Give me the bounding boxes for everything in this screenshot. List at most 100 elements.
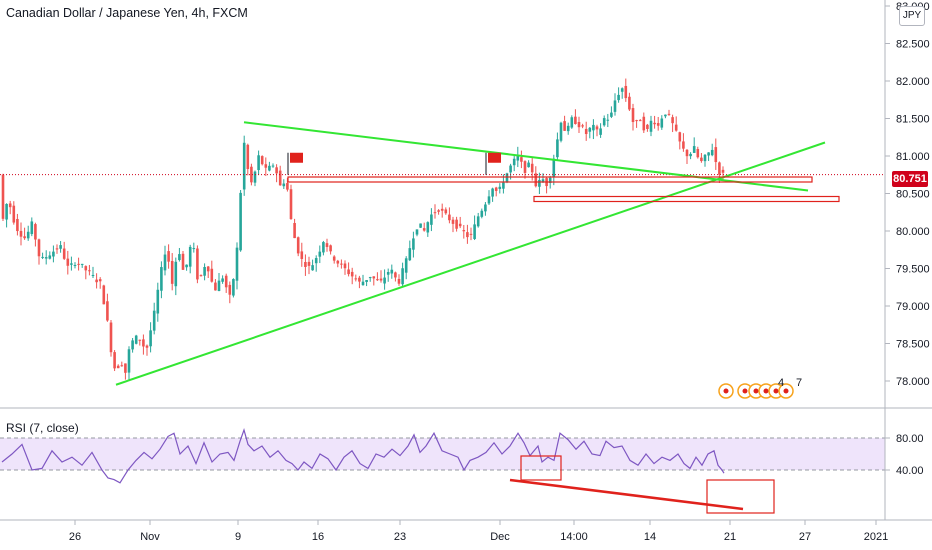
rsi-tick-label: 80.00 xyxy=(896,433,924,445)
candle-body xyxy=(437,210,440,212)
candle-body xyxy=(422,228,426,231)
candle-body xyxy=(394,272,397,278)
price-tick-label: 82.500 xyxy=(896,39,930,51)
candle-body xyxy=(365,279,368,283)
event-label: 4 xyxy=(778,377,784,389)
price-tick-label: 81.000 xyxy=(896,151,930,163)
time-tick-label: 2021 xyxy=(864,531,888,543)
candle-body xyxy=(264,164,268,168)
candle-body xyxy=(556,139,559,158)
candle-body xyxy=(257,155,260,171)
candle-body xyxy=(30,221,34,235)
candle-body xyxy=(70,263,73,265)
candle-body xyxy=(599,128,602,135)
candle-body xyxy=(293,222,296,239)
event-label: 7 xyxy=(796,377,802,389)
candle-body xyxy=(674,124,678,131)
candle-body xyxy=(610,112,613,117)
rsi-highlight-box xyxy=(520,455,562,481)
candle-body xyxy=(152,310,156,331)
candle-body xyxy=(196,248,199,280)
candle-body xyxy=(538,179,541,187)
candle-body xyxy=(286,183,289,190)
candle-body xyxy=(62,248,66,259)
candle-body xyxy=(714,147,718,163)
candle-body xyxy=(412,238,415,250)
currency-button[interactable]: JPY xyxy=(899,6,925,26)
candle-body xyxy=(696,148,700,158)
candle-body xyxy=(376,279,379,281)
candle-body xyxy=(235,247,239,281)
price-tick-label: 79.500 xyxy=(896,264,930,276)
candle-body xyxy=(246,144,250,169)
price-tick-label: 80.500 xyxy=(896,189,930,201)
time-tick-label: 16 xyxy=(312,531,324,543)
candle-body xyxy=(203,266,206,276)
candle-body xyxy=(358,277,361,282)
candle-body xyxy=(631,108,635,123)
candle-body xyxy=(163,254,167,271)
candle-body xyxy=(682,141,685,149)
time-tick-label: 27 xyxy=(799,531,811,543)
candle-body xyxy=(275,167,278,174)
candle-body xyxy=(502,182,505,189)
candle-body xyxy=(318,251,322,257)
candle-body xyxy=(566,125,570,132)
last-price-tag: 80.751 xyxy=(892,171,928,187)
candle-body xyxy=(160,267,163,291)
candle-body xyxy=(210,268,214,282)
event-marker-dot xyxy=(783,388,789,394)
candle-body xyxy=(278,170,282,186)
candle-body xyxy=(221,278,224,282)
candle-body xyxy=(520,157,523,162)
candle-body xyxy=(473,224,476,239)
candle-body xyxy=(541,179,545,183)
candle-body xyxy=(16,218,19,232)
candle-body xyxy=(588,127,592,132)
candle-body xyxy=(307,261,311,266)
candle-body xyxy=(5,203,8,220)
candle-body xyxy=(703,154,707,162)
candle-body xyxy=(268,165,271,171)
candle-body xyxy=(271,165,275,167)
price-tick-label: 82.000 xyxy=(896,76,930,88)
candle-body xyxy=(671,117,674,124)
candle-body xyxy=(332,256,336,261)
candle-body xyxy=(322,242,325,253)
price-tick-label: 78.500 xyxy=(896,339,930,351)
candle-body xyxy=(469,233,473,235)
candle-body xyxy=(527,162,530,168)
price-panel[interactable] xyxy=(1,78,725,381)
candle-body xyxy=(480,210,484,217)
candle-body xyxy=(718,162,721,175)
candle-body xyxy=(624,85,628,99)
candle-body xyxy=(206,266,210,272)
candle-body xyxy=(350,271,354,277)
candle-body xyxy=(300,251,304,259)
candle-body xyxy=(329,245,332,252)
candle-body xyxy=(170,260,174,284)
candle-body xyxy=(304,261,307,267)
candle-body xyxy=(127,349,131,373)
rsi-tick-label: 40.00 xyxy=(896,465,924,477)
candle-body xyxy=(23,236,26,239)
candle-body xyxy=(156,289,160,314)
event-marker-dot xyxy=(742,388,748,394)
time-tick-label: 21 xyxy=(724,531,736,543)
candle-body xyxy=(188,246,192,267)
rsi-panel[interactable] xyxy=(0,428,885,484)
time-tick-label: 26 xyxy=(69,531,81,543)
candle-body xyxy=(721,169,725,173)
candle-body xyxy=(530,163,534,173)
candle-body xyxy=(592,124,595,131)
time-tick-label: Dec xyxy=(490,531,510,543)
candle-body xyxy=(689,153,692,157)
candle-body xyxy=(692,146,696,153)
candle-body xyxy=(347,269,350,275)
candle-body xyxy=(66,258,70,266)
candle-body xyxy=(142,339,145,347)
candle-body xyxy=(250,166,253,183)
candle-body xyxy=(134,335,138,344)
candle-body xyxy=(649,120,653,132)
